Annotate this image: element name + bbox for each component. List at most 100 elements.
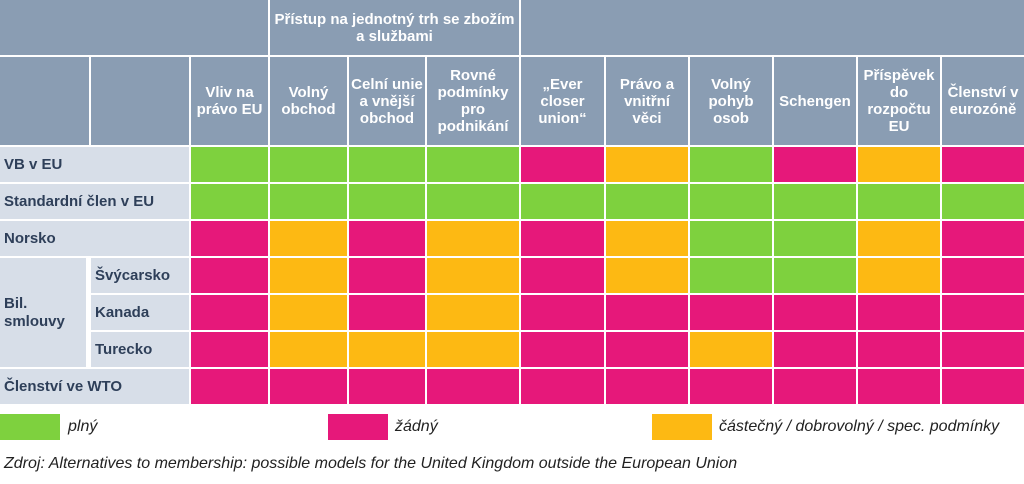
table-cell bbox=[191, 332, 268, 367]
table-cell bbox=[427, 221, 519, 256]
table-cell bbox=[270, 221, 347, 256]
table-cell bbox=[942, 332, 1024, 367]
table-cell bbox=[606, 332, 688, 367]
column-header: Volný pohyb osob bbox=[690, 57, 772, 145]
column-header: Právo a vnitřní věci bbox=[606, 57, 688, 145]
table-cell bbox=[349, 295, 425, 330]
table-cell bbox=[942, 258, 1024, 293]
table-cell bbox=[774, 184, 856, 219]
table-cell bbox=[427, 258, 519, 293]
table-cell bbox=[270, 184, 347, 219]
table-cell bbox=[270, 295, 347, 330]
table-cell bbox=[690, 221, 772, 256]
legend-label-none: žádný bbox=[395, 418, 438, 435]
table-cell bbox=[690, 258, 772, 293]
table-cell bbox=[606, 184, 688, 219]
table-cell bbox=[858, 369, 940, 404]
table-cell bbox=[774, 221, 856, 256]
table-cell bbox=[606, 369, 688, 404]
table-cell bbox=[858, 258, 940, 293]
table-cell bbox=[942, 221, 1024, 256]
row-label: Švýcarsko bbox=[91, 258, 189, 293]
legend-swatch-partial bbox=[652, 414, 712, 440]
column-header: „Ever closer union“ bbox=[521, 57, 604, 145]
table-cell bbox=[427, 184, 519, 219]
source-note: Zdroj: Alternatives to membership: possi… bbox=[4, 455, 738, 472]
table-cell bbox=[774, 147, 856, 182]
row-label: VB v EU bbox=[0, 147, 189, 182]
table-cell bbox=[191, 369, 268, 404]
header-row-sublabel bbox=[91, 57, 189, 145]
table-cell bbox=[690, 147, 772, 182]
legend-swatch-none bbox=[328, 414, 388, 440]
table-cell bbox=[942, 295, 1024, 330]
table-cell bbox=[521, 295, 604, 330]
table-cell bbox=[270, 147, 347, 182]
header-row-label bbox=[0, 57, 89, 145]
column-header: Celní unie a vnější obchod bbox=[349, 57, 425, 145]
column-header: Volný obchod bbox=[270, 57, 347, 145]
table-cell bbox=[774, 258, 856, 293]
table-cell bbox=[606, 221, 688, 256]
table-cell bbox=[191, 184, 268, 219]
comparison-table: Přístup na jednotný trh se zbožím a služ… bbox=[0, 0, 1024, 404]
row-label: Turecko bbox=[91, 332, 189, 367]
table-cell bbox=[942, 147, 1024, 182]
table-cell bbox=[349, 147, 425, 182]
legend-label-full: plný bbox=[68, 418, 98, 435]
table-cell bbox=[521, 184, 604, 219]
group-header: Přístup na jednotný trh se zbožím a služ… bbox=[270, 0, 519, 55]
row-label: Kanada bbox=[91, 295, 189, 330]
table-cell bbox=[690, 184, 772, 219]
table-cell bbox=[858, 295, 940, 330]
legend-label-partial: částečný / dobrovolný / spec. podmínky bbox=[719, 418, 1000, 435]
group-label: Bil. smlouvy bbox=[0, 258, 86, 367]
column-header: Příspěvek do rozpočtu EU bbox=[858, 57, 940, 145]
row-label: Členství ve WTO bbox=[0, 369, 189, 404]
table-cell bbox=[774, 332, 856, 367]
table-cell bbox=[858, 221, 940, 256]
header-blank-right bbox=[521, 0, 1024, 55]
table-cell bbox=[690, 369, 772, 404]
header-blank bbox=[0, 0, 268, 55]
table-cell bbox=[521, 332, 604, 367]
table-cell bbox=[774, 295, 856, 330]
table-cell bbox=[690, 332, 772, 367]
table-cell bbox=[690, 295, 772, 330]
table-cell bbox=[191, 147, 268, 182]
table-cell bbox=[191, 221, 268, 256]
table-cell bbox=[942, 184, 1024, 219]
table-cell bbox=[858, 184, 940, 219]
column-header: Rovné podmínky pro podnikání bbox=[427, 57, 519, 145]
table-cell bbox=[349, 221, 425, 256]
table-cell bbox=[427, 332, 519, 367]
table-cell bbox=[606, 147, 688, 182]
table-cell bbox=[521, 221, 604, 256]
table-cell bbox=[858, 147, 940, 182]
table-cell bbox=[427, 295, 519, 330]
table-cell bbox=[606, 295, 688, 330]
row-label: Norsko bbox=[0, 221, 189, 256]
row-label: Standardní člen v EU bbox=[0, 184, 189, 219]
table-cell bbox=[858, 332, 940, 367]
table-cell bbox=[349, 258, 425, 293]
table-cell bbox=[521, 369, 604, 404]
legend-swatch-full bbox=[0, 414, 60, 440]
table-cell bbox=[191, 258, 268, 293]
table-cell bbox=[349, 369, 425, 404]
table-cell bbox=[349, 332, 425, 367]
table-cell bbox=[427, 147, 519, 182]
table-cell bbox=[349, 184, 425, 219]
table-cell bbox=[270, 332, 347, 367]
column-header: Vliv na právo EU bbox=[191, 57, 268, 145]
table-cell bbox=[427, 369, 519, 404]
table-cell bbox=[942, 369, 1024, 404]
column-header: Schengen bbox=[774, 57, 856, 145]
table-cell bbox=[521, 258, 604, 293]
table-cell bbox=[774, 369, 856, 404]
table-cell bbox=[191, 295, 268, 330]
column-header: Členství v eurozóně bbox=[942, 57, 1024, 145]
table-cell bbox=[270, 258, 347, 293]
table-cell bbox=[606, 258, 688, 293]
table-cell bbox=[270, 369, 347, 404]
